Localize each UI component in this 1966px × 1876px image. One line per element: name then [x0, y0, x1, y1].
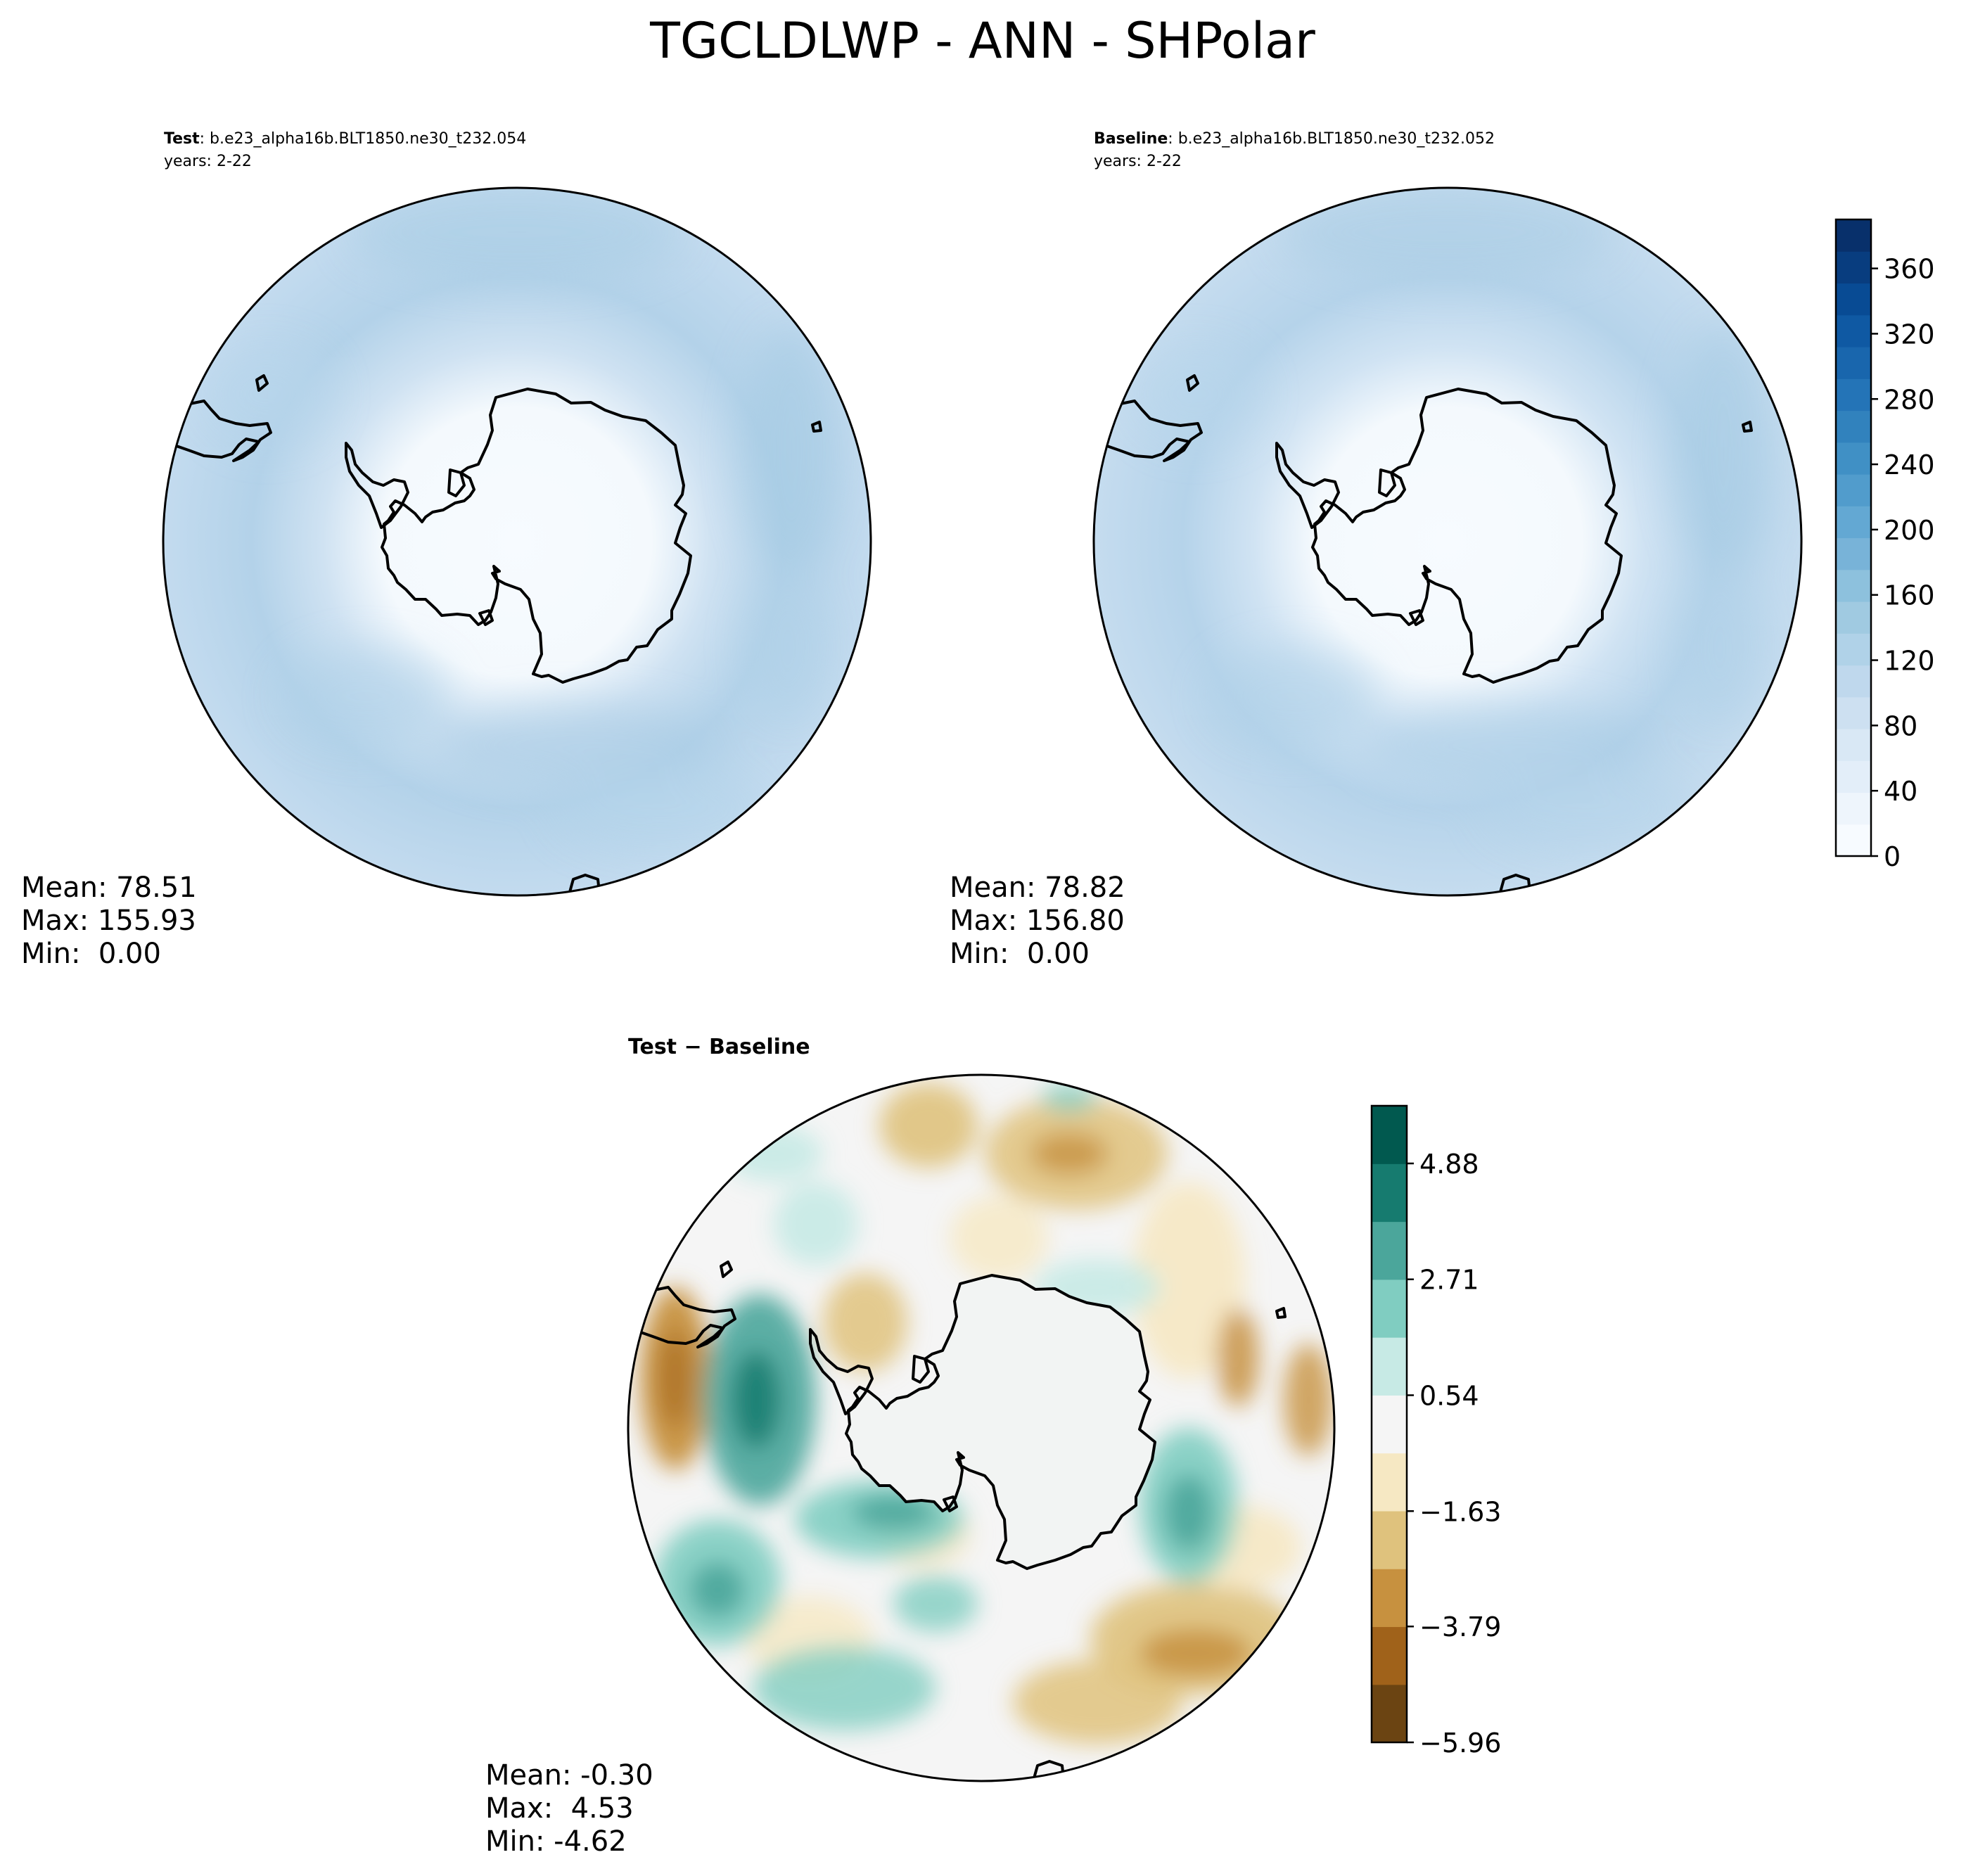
difference-colorbar-segment	[1372, 1106, 1407, 1164]
difference-colorbar-segment	[1372, 1569, 1407, 1628]
difference-colorbar-segment	[1372, 1163, 1407, 1223]
difference-colorbar-tick-label: 0.54	[1419, 1381, 1479, 1412]
panel-difference-boundary	[627, 1073, 1336, 1782]
colorbar-difference: −5.96 −3.79 −1.63 0.54 2.71 4.88	[1370, 1104, 1501, 1759]
panel-baseline-mean: Mean: 78.82	[950, 872, 1125, 904]
absolute-colorbar-frame	[1834, 218, 1872, 857]
panel-baseline-max: Max: 156.80	[950, 905, 1125, 937]
absolute-colorbar-segment	[1836, 474, 1871, 506]
panel-test-map	[163, 188, 871, 895]
panel-baseline-label-bold: Baseline	[1094, 130, 1168, 148]
absolute-colorbar-segment	[1836, 410, 1871, 443]
panel-test-label-case: : b.e23_alpha16b.BLT1850.ne30_t232.054	[200, 130, 527, 148]
panel-baseline-label: Baseline: b.e23_alpha16b.BLT1850.ne30_t2…	[1094, 130, 1495, 148]
difference-colorbar-segment	[1372, 1221, 1407, 1280]
panel-test-mean: Mean: 78.51	[21, 872, 197, 904]
absolute-colorbar-tick-label: 240	[1884, 449, 1935, 480]
absolute-colorbar-tick-label: 200	[1884, 515, 1935, 546]
absolute-colorbar-segment	[1836, 347, 1871, 379]
absolute-colorbar-segment	[1836, 824, 1871, 857]
absolute-colorbar-segment	[1836, 569, 1871, 602]
difference-colorbar-segment	[1372, 1510, 1407, 1569]
absolute-colorbar-tick-label: 120	[1884, 646, 1935, 677]
difference-colorbar-tick-label: −5.96	[1419, 1728, 1501, 1759]
absolute-colorbar-segment	[1836, 760, 1871, 793]
panel-baseline-years: years: 2-22	[1094, 153, 1182, 170]
panel-difference: Test − Baseline	[485, 1035, 1336, 1858]
absolute-colorbar-tick-label: 360	[1884, 254, 1935, 285]
difference-colorbar-tick-label: 2.71	[1419, 1265, 1479, 1296]
panel-baseline-label-case: : b.e23_alpha16b.BLT1850.ne30_t232.052	[1168, 130, 1495, 148]
difference-colorbar-segment	[1372, 1626, 1407, 1685]
colorbar-absolute: 0 40 80 120 160 200 240 280 320 360	[1834, 218, 1935, 872]
difference-colorbar-segment	[1372, 1395, 1407, 1454]
difference-colorbar-segment	[1372, 1684, 1407, 1743]
absolute-colorbar-tick-label: 0	[1884, 841, 1901, 872]
difference-colorbar-tick-label: −3.79	[1419, 1612, 1501, 1642]
panel-difference-max: Max: 4.53	[485, 1792, 634, 1825]
panel-test: Test: b.e23_alpha16b.BLT1850.ne30_t232.0…	[21, 130, 872, 970]
panel-baseline-coastlines	[1094, 374, 1753, 893]
absolute-colorbar-segment	[1836, 442, 1871, 475]
difference-colorbar-segment	[1372, 1453, 1407, 1512]
absolute-colorbar-segment	[1836, 633, 1871, 666]
absolute-colorbar-segment	[1836, 665, 1871, 698]
absolute-colorbar-segment	[1836, 601, 1871, 634]
absolute-colorbar-segment	[1836, 219, 1871, 252]
panel-test-max: Max: 155.93	[21, 905, 196, 937]
difference-colorbar-tick-label: 4.88	[1419, 1149, 1479, 1180]
panel-test-boundary	[162, 186, 872, 897]
difference-colorbar-tick-label: −1.63	[1419, 1496, 1501, 1527]
absolute-colorbar-segment	[1836, 729, 1871, 761]
absolute-colorbar-segment	[1836, 506, 1871, 539]
absolute-colorbar-tick-label: 320	[1884, 319, 1935, 350]
absolute-colorbar-tick-label: 40	[1884, 776, 1917, 807]
difference-colorbar-segment	[1372, 1279, 1407, 1338]
absolute-colorbar-segment	[1836, 314, 1871, 347]
panel-difference-title: Test − Baseline	[628, 1035, 810, 1059]
absolute-colorbar-segment	[1836, 792, 1871, 825]
panel-test-coastlines	[163, 374, 822, 893]
figure-title: TGCLDLWP - ANN - SHPolar	[649, 12, 1315, 70]
panel-difference-min: Min: -4.62	[485, 1825, 627, 1858]
panel-difference-coastlines	[628, 1261, 1287, 1779]
panel-baseline: Baseline: b.e23_alpha16b.BLT1850.ne30_t2…	[950, 130, 1803, 970]
panel-baseline-boundary	[1092, 186, 1803, 897]
absolute-colorbar-tick-label: 160	[1884, 580, 1935, 611]
absolute-colorbar-segment	[1836, 537, 1871, 570]
absolute-colorbar-segment	[1836, 283, 1871, 316]
panel-baseline-map	[1094, 188, 1801, 895]
difference-colorbar-frame	[1370, 1104, 1408, 1744]
panel-test-min: Min: 0.00	[21, 938, 161, 970]
panel-test-label: Test: b.e23_alpha16b.BLT1850.ne30_t232.0…	[164, 130, 526, 148]
panel-baseline-min: Min: 0.00	[950, 938, 1090, 970]
absolute-colorbar-tick-label: 280	[1884, 384, 1935, 415]
absolute-colorbar-segment	[1836, 378, 1871, 411]
panel-test-years: years: 2-22	[164, 153, 252, 170]
panel-difference-mean: Mean: -0.30	[485, 1759, 653, 1792]
panel-difference-map	[628, 1075, 1334, 1781]
panel-test-label-bold: Test	[164, 130, 200, 148]
absolute-colorbar-tick-label: 80	[1884, 710, 1917, 741]
absolute-colorbar-segment	[1836, 251, 1871, 284]
difference-colorbar-segment	[1372, 1337, 1407, 1396]
absolute-colorbar-segment	[1836, 696, 1871, 729]
